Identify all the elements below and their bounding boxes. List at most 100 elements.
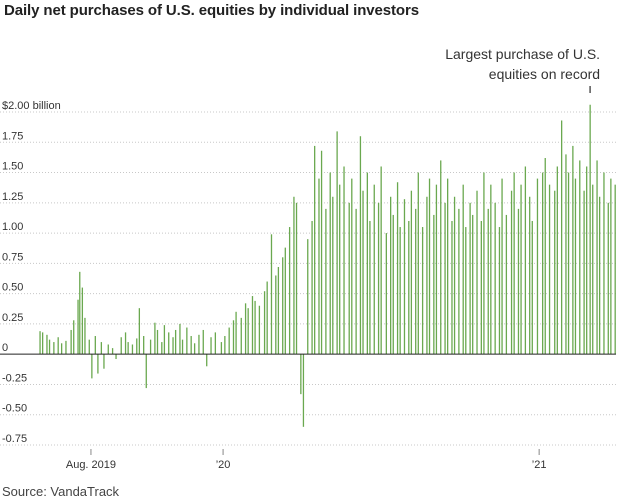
bar	[214, 332, 217, 355]
bar	[46, 334, 48, 355]
bar	[224, 336, 226, 355]
bar	[433, 214, 435, 355]
bar	[373, 184, 375, 355]
bar	[494, 202, 496, 355]
bar	[480, 220, 482, 355]
bar	[529, 196, 531, 355]
bar	[574, 178, 577, 355]
bar	[541, 172, 544, 355]
bar	[465, 227, 467, 355]
bar	[190, 336, 192, 355]
bar	[444, 202, 446, 355]
bar	[240, 317, 242, 355]
y-tick-label: $2.00 billion	[2, 100, 61, 112]
bar	[57, 337, 59, 355]
bar	[483, 172, 485, 355]
bar	[198, 334, 200, 355]
bar	[336, 131, 338, 355]
bar	[282, 257, 284, 355]
bar	[84, 317, 86, 355]
bar	[351, 178, 353, 355]
bar	[88, 339, 90, 355]
bar	[447, 178, 449, 355]
bar	[421, 227, 424, 355]
bar	[179, 323, 181, 355]
x-tick-label: Aug. 2019	[66, 459, 116, 471]
y-tick-label: 1.00	[2, 221, 23, 233]
bar	[247, 308, 249, 355]
bar	[428, 178, 431, 355]
bar	[81, 287, 84, 355]
bar	[174, 329, 177, 355]
bar	[435, 184, 438, 355]
bar	[426, 196, 428, 355]
bar	[131, 344, 134, 355]
x-tick-label: ’20	[216, 459, 231, 471]
bar	[592, 184, 594, 355]
bar	[193, 343, 196, 355]
annotation-text: equities on record	[489, 66, 600, 82]
bar	[487, 208, 489, 355]
bar	[589, 104, 591, 355]
bar	[168, 332, 170, 355]
bar	[380, 166, 382, 355]
bar	[91, 354, 93, 379]
bar	[565, 154, 567, 355]
bar	[94, 336, 96, 355]
bar	[408, 220, 410, 355]
bar	[163, 325, 166, 355]
bar	[254, 300, 256, 355]
bar	[614, 184, 616, 355]
bar	[251, 296, 254, 355]
y-tick-label: 0.25	[2, 312, 23, 324]
bar	[453, 196, 456, 355]
bar	[598, 196, 601, 355]
source-note: Source: VandaTrack	[2, 484, 120, 499]
bar	[524, 166, 527, 355]
bar	[48, 339, 51, 355]
bar	[311, 220, 313, 355]
bar	[79, 271, 81, 355]
bar	[127, 342, 129, 355]
bar	[339, 184, 341, 355]
bar	[145, 354, 147, 389]
bar	[531, 220, 533, 355]
bar	[556, 166, 558, 355]
bar	[266, 281, 268, 355]
bar	[369, 220, 371, 355]
y-tick-label: 1.25	[2, 191, 23, 203]
bar	[172, 337, 174, 355]
y-tick-label: -0.25	[2, 372, 27, 384]
bar	[410, 190, 413, 355]
bar	[329, 172, 331, 355]
bar	[458, 208, 460, 355]
bar	[498, 227, 501, 355]
annotation-text: Largest purchase of U.S.	[445, 46, 600, 62]
bar	[111, 348, 114, 355]
y-tick-label: 0	[2, 342, 8, 354]
bar	[65, 340, 67, 355]
y-tick-label: -0.50	[2, 403, 27, 415]
bar	[138, 308, 141, 355]
y-tick-label: 0.50	[2, 282, 23, 294]
bar	[607, 202, 609, 355]
bar	[560, 120, 563, 355]
bars	[39, 104, 616, 427]
bar	[359, 136, 362, 355]
chart-title: Daily net purchases of U.S. equities by …	[4, 2, 419, 19]
bar	[501, 178, 503, 355]
y-tick-label: 1.50	[2, 161, 23, 173]
bar	[263, 291, 266, 355]
bar	[403, 199, 406, 355]
bar	[232, 320, 235, 355]
bar	[343, 166, 345, 355]
bar	[41, 332, 44, 355]
bar	[440, 160, 442, 355]
bar	[451, 220, 453, 355]
bar	[462, 184, 464, 355]
bar	[293, 196, 295, 355]
bar	[536, 178, 539, 355]
bar	[392, 214, 394, 355]
bar	[100, 342, 103, 355]
bar	[77, 299, 79, 355]
